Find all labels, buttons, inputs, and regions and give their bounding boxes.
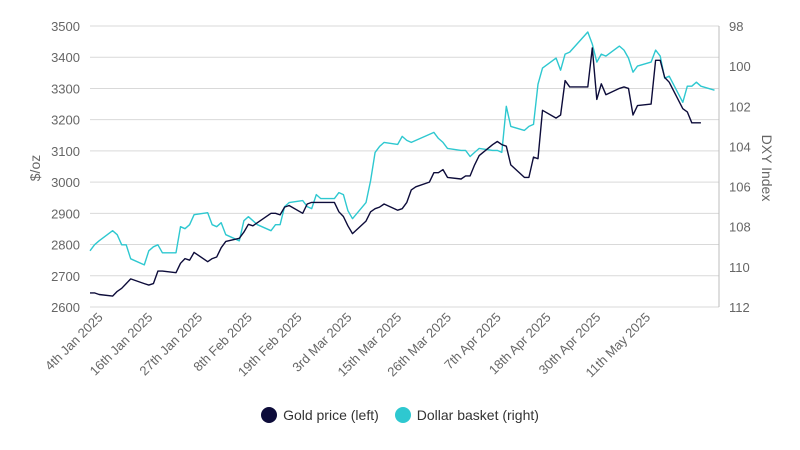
y-left-tick-label: 3200 — [51, 113, 80, 128]
y-axis-left-title: $/oz — [27, 155, 43, 181]
y-left-tick-label: 2700 — [51, 269, 80, 284]
legend-swatch-gold — [261, 407, 278, 423]
y-left-tick-label: 3100 — [51, 144, 80, 159]
y-right-tick-label: 102 — [729, 99, 751, 114]
gold-price-line — [90, 47, 701, 297]
y-right-tick-label: 108 — [729, 220, 751, 235]
legend: Gold price (left) Dollar basket (right) — [0, 407, 800, 423]
dollar-basket-line — [89, 31, 715, 266]
y-left-tick-label: 2900 — [51, 206, 80, 221]
y-left-tick-label: 3500 — [51, 19, 80, 34]
y-right-tick-label: 100 — [729, 59, 751, 74]
y-axis-right-title: DXY Index — [759, 135, 775, 202]
series-lines — [89, 31, 715, 297]
y-right-tick-label: 104 — [729, 139, 751, 154]
y-right-tick-label: 112 — [729, 300, 750, 315]
y-right-tick-label: 110 — [729, 260, 750, 275]
y-axis-right-ticks: 98 100 102 104 106 108 110 112 — [729, 19, 751, 315]
legend-label-gold: Gold price (left) — [283, 407, 379, 423]
y-axis-left-ticks: 2600 2700 2800 2900 3000 3100 3200 3300 3400 3500 — [51, 19, 80, 315]
legend-swatch-dollar — [394, 407, 411, 423]
y-left-tick-label: 3400 — [51, 50, 80, 65]
y-left-tick-label: 3300 — [51, 81, 80, 96]
y-left-tick-label: 2800 — [51, 238, 80, 253]
legend-item-dollar[interactable]: Dollar basket (right) — [394, 407, 539, 423]
y-right-tick-label: 106 — [729, 180, 751, 195]
legend-label-dollar: Dollar basket (right) — [416, 407, 539, 423]
legend-item-gold[interactable]: Gold price (left) — [261, 407, 379, 423]
gridlines — [90, 25, 719, 308]
y-left-tick-label: 2600 — [51, 300, 80, 315]
y-right-tick-label: 98 — [729, 19, 743, 34]
y-left-tick-label: 3000 — [51, 175, 80, 190]
